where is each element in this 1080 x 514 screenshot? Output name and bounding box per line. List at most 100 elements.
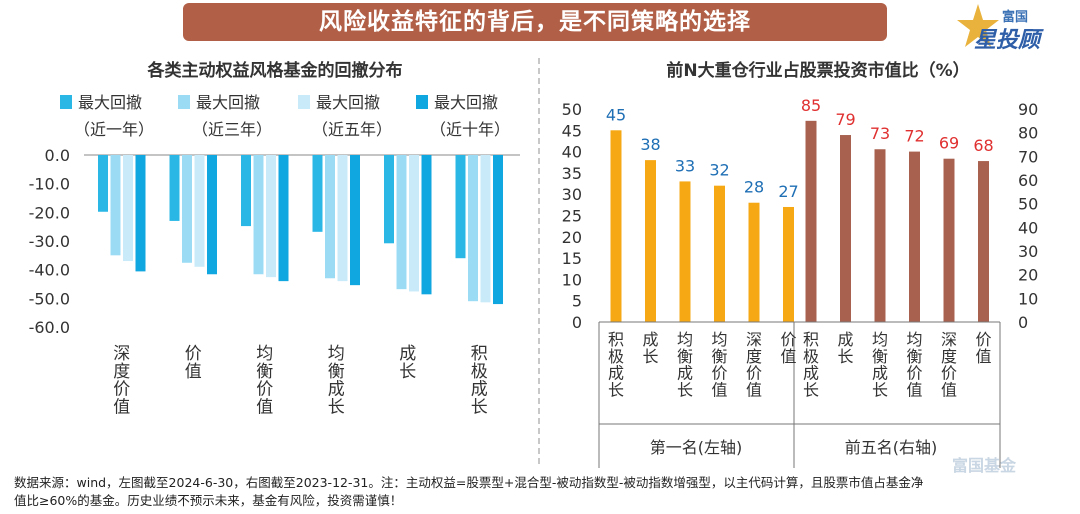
drawdown-chart: 各类主动权益风格基金的回撤分布 最大回撤 （近一年） 最大回撤 （近三年） 最大回撤 （近… <box>29 60 520 418</box>
category-label: 深度价值 <box>941 330 957 399</box>
right-chart-bars: 45 38 33 32 28 27 85 79 73 72 69 68 <box>606 96 994 322</box>
category-label: 均衡价值 <box>906 330 922 399</box>
legend-swatch <box>178 95 190 109</box>
y-tick-label: -10.0 <box>29 175 70 194</box>
industry-bar <box>943 158 955 322</box>
drawdown-bar <box>278 155 289 282</box>
footnote-line-2: 值比≥60%的基金。历史业绩不预示未来，基金有风险，投资需谨慎！ <box>14 493 403 508</box>
y-tick-label: -60.0 <box>29 318 70 337</box>
brand-top: 富国 <box>1002 10 1029 25</box>
group-label: 前五名(右轴) <box>845 438 938 457</box>
right-y-tick: 80 <box>1018 124 1038 143</box>
category-label: 均衡价值 <box>711 330 727 399</box>
bar-value-label: 69 <box>939 134 959 153</box>
drawdown-bar <box>123 155 133 262</box>
legend-label: 最大回撤 <box>78 93 142 112</box>
drawdown-bar <box>337 155 348 282</box>
category-label: 价值 <box>780 330 796 366</box>
industry-bar <box>645 160 656 322</box>
industry-bar <box>840 135 851 322</box>
y-tick-label: -20.0 <box>29 203 70 222</box>
right-y-tick: 0 <box>1018 313 1028 332</box>
drawdown-bar <box>110 155 121 256</box>
drawdown-bar <box>480 155 491 303</box>
bar-value-label: 38 <box>640 135 660 154</box>
left-chart-categories: 深度价值 价值 均衡价值 均衡成长 成长 积极成长 <box>113 344 488 418</box>
y-tick-label: -50.0 <box>29 289 70 308</box>
right-chart-right-axis: 0 10 20 30 40 50 60 70 80 90 <box>1018 100 1038 332</box>
legend-period: （近五年） <box>312 120 392 139</box>
category-label: 深度价值 <box>113 344 130 418</box>
legend-period: （近一年） <box>74 120 154 139</box>
drawdown-bar <box>182 155 192 263</box>
drawdown-bar <box>409 155 419 292</box>
bar-value-label: 27 <box>778 182 798 201</box>
category-label: 积极成长 <box>803 330 819 399</box>
drawdown-bar <box>98 155 108 212</box>
legend-period: （近三年） <box>192 120 272 139</box>
industry-bar <box>610 130 622 322</box>
right-y-tick: 30 <box>1018 242 1038 261</box>
industry-bar <box>783 206 794 322</box>
bar-value-label: 68 <box>973 136 993 155</box>
category-label: 均衡价值 <box>256 344 273 418</box>
right-y-tick: 70 <box>1018 147 1038 166</box>
category-label: 深度价值 <box>746 330 762 399</box>
legend-swatch <box>298 95 310 109</box>
industry-bar <box>748 202 760 322</box>
industry-bar <box>679 181 691 322</box>
category-label: 价值 <box>185 344 202 382</box>
footnote-line-1: 数据来源：wind，左图截至2024-6-30，右图截至2023-12-31。注… <box>14 475 924 490</box>
left-chart-bars <box>98 155 503 305</box>
y-tick-label: -40.0 <box>29 261 70 280</box>
drawdown-bar <box>468 155 478 302</box>
bar-value-label: 28 <box>744 178 764 197</box>
drawdown-bar <box>396 155 407 290</box>
bar-value-label: 33 <box>675 156 695 175</box>
drawdown-bar <box>493 155 503 305</box>
drawdown-bar <box>241 155 251 227</box>
right-y-tick: 40 <box>1018 218 1038 237</box>
category-label: 均衡成长 <box>872 330 888 399</box>
bar-value-label: 85 <box>801 96 821 115</box>
drawdown-bar <box>384 155 394 244</box>
left-y-tick: 50 <box>562 100 582 119</box>
bar-value-label: 72 <box>904 127 924 146</box>
left-y-tick: 5 <box>572 292 582 311</box>
right-y-tick: 90 <box>1018 100 1038 119</box>
left-y-tick: 40 <box>562 143 582 162</box>
category-label: 均衡成长 <box>328 344 345 418</box>
y-tick-label: 0.0 <box>45 146 70 165</box>
drawdown-bar <box>253 155 264 275</box>
right-y-tick: 50 <box>1018 195 1038 214</box>
category-label: 积极成长 <box>608 330 624 399</box>
brand-logo: 富国 星投顾 <box>954 2 1074 54</box>
legend-period: （近十年） <box>430 120 510 139</box>
left-y-tick: 15 <box>562 249 582 268</box>
brand-main: 星投顾 <box>974 28 1041 53</box>
drawdown-bar <box>325 155 335 279</box>
bar-value-label: 45 <box>606 105 626 124</box>
left-y-tick: 30 <box>562 185 582 204</box>
drawdown-bar <box>455 155 466 259</box>
legend-swatch <box>416 95 428 109</box>
footnote: 数据来源：wind，左图截至2024-6-30，右图截至2023-12-31。注… <box>14 474 1064 510</box>
category-label: 均衡成长 <box>677 330 693 399</box>
category-label: 成长 <box>837 330 853 366</box>
y-tick-label: -30.0 <box>29 232 70 251</box>
industry-bar <box>874 149 886 322</box>
category-label: 成长 <box>642 330 658 366</box>
drawdown-bar <box>266 155 276 278</box>
category-label: 价值 <box>975 330 991 366</box>
drawdown-bar <box>207 155 217 275</box>
star-logo-icon <box>957 4 999 47</box>
left-y-tick: 0 <box>572 313 582 332</box>
left-chart-legend: 最大回撤 （近一年） 最大回撤 （近三年） 最大回撤 （近五年） 最大回撤 （近十年） <box>60 93 510 139</box>
industry-bar <box>978 161 989 322</box>
drawdown-bar <box>421 155 432 295</box>
drawdown-bar <box>350 155 360 286</box>
industry-bar <box>805 120 817 322</box>
left-chart-y-axis: 0.0 -10.0 -20.0 -30.0 -40.0 -50.0 -60.0 <box>29 146 520 337</box>
left-y-tick: 35 <box>562 164 582 183</box>
